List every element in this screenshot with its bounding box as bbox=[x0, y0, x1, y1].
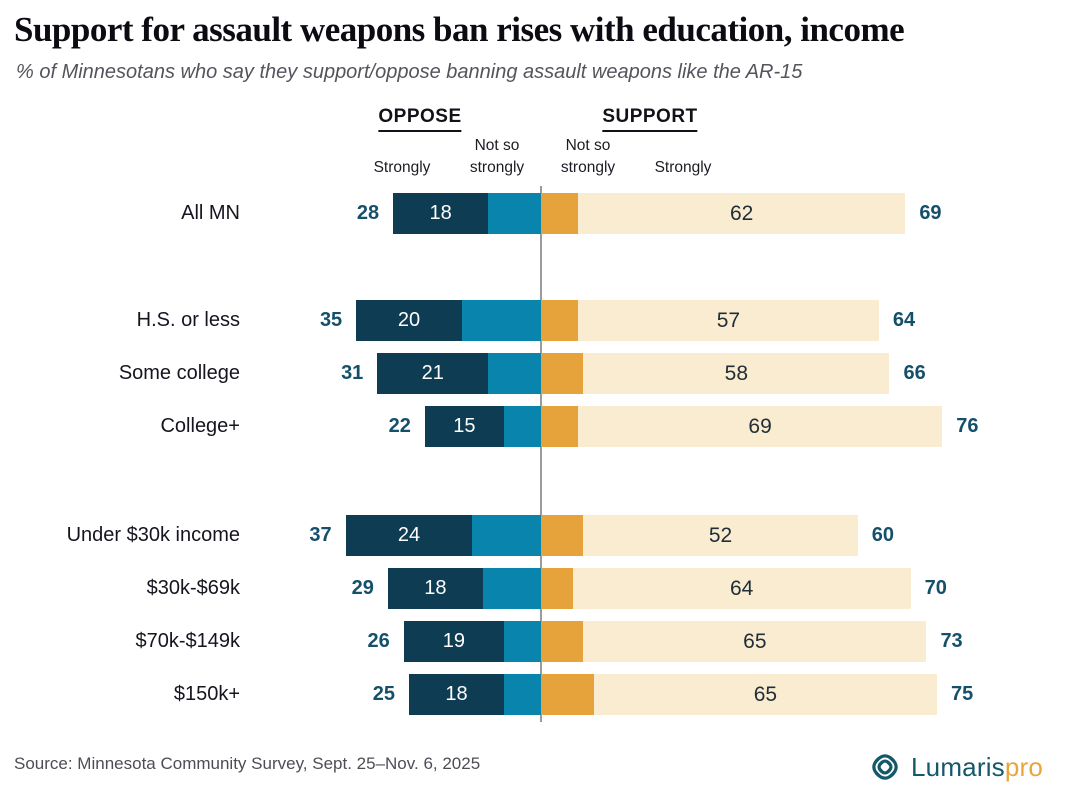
oppose-strongly-bar bbox=[356, 300, 462, 341]
oppose-total-value: 31 bbox=[341, 362, 364, 384]
support-not-so-strongly-bar bbox=[541, 406, 578, 447]
chart-title: Support for assault weapons ban rises wi… bbox=[14, 10, 905, 49]
oppose-total-value: 26 bbox=[367, 630, 390, 652]
support-strongly-value: 57 bbox=[716, 309, 741, 332]
support-strongly-bar bbox=[577, 193, 906, 234]
oppose-strongly-value: 19 bbox=[442, 630, 465, 652]
support-strongly-bar bbox=[577, 406, 943, 447]
oppose-not-so-strongly-bar bbox=[504, 674, 541, 715]
support-strongly-value: 69 bbox=[748, 415, 772, 438]
support-strongly-bar bbox=[583, 515, 858, 556]
oppose-strongly-value: 18 bbox=[445, 683, 468, 705]
support-not-so-strongly-bar bbox=[541, 193, 578, 234]
support-not-so-strongly-bar bbox=[541, 621, 584, 662]
support-not-so-strongly-subheader: Not so strongly bbox=[560, 137, 616, 176]
oppose-strongly-value: 15 bbox=[453, 415, 476, 437]
support-total-value: 60 bbox=[871, 524, 895, 546]
support-strongly-bar bbox=[572, 568, 911, 609]
row-label: H.S. or less bbox=[136, 309, 240, 331]
support-strongly-value: 64 bbox=[729, 577, 754, 600]
support-not-so-strongly-bar bbox=[541, 300, 578, 341]
oppose-strongly-value: 21 bbox=[421, 362, 444, 384]
oppose-not-so-strongly-bar bbox=[482, 568, 541, 609]
logo-suffix-text: pro bbox=[1004, 751, 1044, 782]
oppose-total-value: 29 bbox=[351, 577, 374, 599]
support-total-value: 66 bbox=[903, 362, 926, 384]
oppose-total-value: 22 bbox=[388, 415, 411, 437]
oppose-total-value: 37 bbox=[309, 524, 332, 546]
support-total-value: 75 bbox=[951, 683, 974, 705]
lumarispro-logo: Lumarispro bbox=[866, 744, 1066, 790]
oppose-strongly-bar bbox=[393, 193, 489, 234]
oppose-strongly-value: 24 bbox=[397, 524, 421, 546]
support-not-so-strongly-bar bbox=[541, 353, 584, 394]
chart-subtitle: % of Minnesotans who say they support/op… bbox=[16, 61, 803, 83]
support-strongly-subheader: Strongly bbox=[654, 159, 712, 176]
oppose-strongly-value: 18 bbox=[424, 577, 447, 599]
oppose-strongly-bar bbox=[403, 621, 505, 662]
row-label: College+ bbox=[160, 415, 240, 437]
support-strongly-value: 58 bbox=[724, 362, 749, 385]
row-label: $150k+ bbox=[173, 683, 240, 705]
support-strongly-value: 65 bbox=[743, 630, 767, 653]
center-divider-line bbox=[540, 186, 542, 722]
row-label: $70k-$149k bbox=[135, 630, 240, 652]
support-strongly-bar bbox=[577, 300, 879, 341]
row-label: Some college bbox=[118, 362, 240, 384]
row-label: All MN bbox=[181, 202, 240, 224]
oppose-total-value: 28 bbox=[356, 202, 380, 224]
support-strongly-value: 65 bbox=[753, 683, 778, 706]
oppose-not-so-strongly-bar bbox=[488, 353, 541, 394]
oppose-strongly-bar bbox=[424, 406, 505, 447]
oppose-not-so-strongly-bar bbox=[488, 193, 541, 234]
support-not-so-strongly-bar bbox=[541, 568, 573, 609]
row-label: Under $30k income bbox=[66, 524, 240, 546]
support-not-so-strongly-bar bbox=[541, 515, 584, 556]
oppose-not-so-strongly-subheader: Not so strongly bbox=[469, 137, 525, 176]
oppose-column-header: OPPOSE bbox=[378, 106, 462, 132]
source-note: Source: Minnesota Community Survey, Sept… bbox=[14, 754, 481, 773]
support-total-value: 64 bbox=[892, 309, 916, 331]
support-strongly-bar bbox=[593, 674, 937, 715]
lumaris-logo-icon bbox=[872, 754, 898, 780]
oppose-not-so-strongly-bar bbox=[504, 406, 541, 447]
support-strongly-bar bbox=[583, 353, 890, 394]
support-strongly-value: 62 bbox=[729, 202, 754, 225]
oppose-strongly-bar bbox=[409, 674, 505, 715]
logo-brand-text: Lumaris bbox=[911, 751, 1005, 782]
row-label: $30k-$69k bbox=[146, 577, 240, 599]
oppose-total-value: 35 bbox=[319, 309, 343, 331]
support-not-so-strongly-bar bbox=[541, 674, 594, 715]
support-column-header: SUPPORT bbox=[602, 106, 698, 132]
oppose-strongly-bar bbox=[377, 353, 489, 394]
support-strongly-value: 52 bbox=[708, 524, 733, 547]
support-total-value: 69 bbox=[919, 202, 942, 224]
oppose-strongly-subheader: Strongly bbox=[373, 159, 431, 176]
oppose-not-so-strongly-bar bbox=[472, 515, 541, 556]
oppose-total-value: 25 bbox=[372, 683, 395, 705]
support-total-value: 76 bbox=[956, 415, 979, 437]
support-total-value: 70 bbox=[924, 577, 947, 599]
oppose-strongly-bar bbox=[345, 515, 473, 556]
oppose-strongly-bar bbox=[387, 568, 483, 609]
support-total-value: 73 bbox=[940, 630, 963, 652]
logo-wordmark: Lumarispro bbox=[911, 752, 1043, 783]
oppose-not-so-strongly-bar bbox=[504, 621, 541, 662]
oppose-not-so-strongly-bar bbox=[461, 300, 541, 341]
oppose-strongly-value: 18 bbox=[429, 202, 452, 224]
oppose-strongly-value: 20 bbox=[397, 309, 421, 331]
support-strongly-bar bbox=[583, 621, 927, 662]
